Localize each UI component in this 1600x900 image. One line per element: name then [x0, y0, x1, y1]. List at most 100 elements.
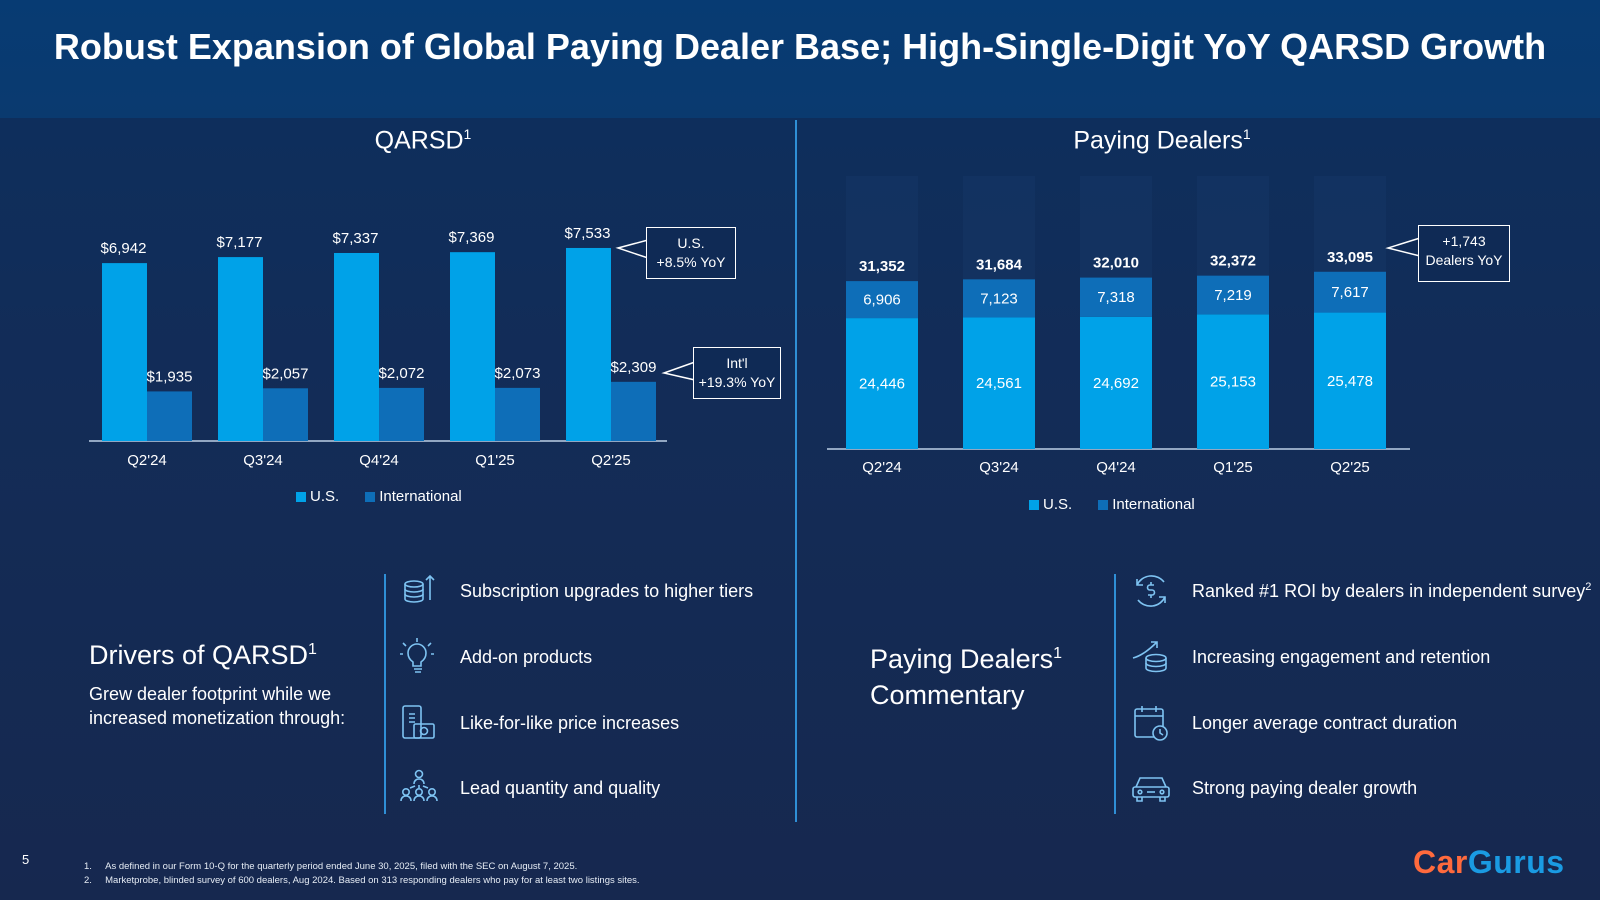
qarsd-chart-title: QARSD1: [0, 126, 846, 155]
driver-item: Like-for-like price increases: [398, 702, 679, 744]
dealers-callout-tail: [1385, 236, 1421, 257]
slide-title: Robust Expansion of Global Paying Dealer…: [53, 26, 1547, 67]
commentary-text: Increasing engagement and retention: [1192, 646, 1491, 667]
qarsd-label-international: $2,073: [495, 365, 541, 382]
qarsd-title-text: QARSD: [374, 126, 464, 155]
qarsd-label-us: $7,369: [449, 229, 495, 246]
qarsd-legend: U.S. International: [296, 488, 462, 505]
qarsd-label-international: $1,935: [147, 368, 193, 385]
legend-intl-label: International: [1112, 496, 1195, 513]
dealers-label-us: 24,692: [1093, 375, 1139, 392]
qarsd-label-us: $6,942: [101, 240, 147, 257]
lightbulb-icon: [400, 638, 434, 673]
qarsd-bar-us: [334, 252, 379, 441]
dealers-total-label: 33,095: [1327, 249, 1373, 266]
qarsd-tick-label: Q3'24: [243, 452, 283, 469]
commentary-text: Ranked #1 ROI by dealers in independent …: [1192, 581, 1591, 602]
dealers-total-label: 31,352: [859, 258, 905, 275]
drivers-heading: Drivers of QARSD1: [89, 632, 317, 673]
dealers-chart-title: Paying Dealers1: [952, 126, 1372, 155]
qarsd-label-us: $7,177: [217, 234, 263, 251]
car-icon: [1132, 777, 1170, 802]
cargurus-logo: CarGurus: [1413, 844, 1565, 881]
commentary-heading-line1: Paying Dealers: [870, 644, 1054, 674]
legend-us-swatch: [1029, 499, 1039, 510]
qarsd-label-us: $7,533: [565, 225, 611, 242]
qarsd-title-sup: 1: [463, 126, 472, 142]
driver-item: Lead quantity and quality: [398, 767, 660, 809]
dealers-callout-line2: Dealers YoY: [1425, 252, 1503, 268]
dealers-bar-us: [963, 317, 1035, 449]
center-divider: [795, 120, 797, 822]
commentary-text: Longer average contract duration: [1192, 712, 1458, 733]
calendar-clock-icon: [1134, 706, 1168, 741]
commentary-text: Strong paying dealer growth: [1192, 777, 1418, 798]
footnotes: 1. As defined in our Form 10-Q for the q…: [84, 860, 640, 888]
qarsd-us-callout-line2: +8.5% YoY: [656, 254, 726, 270]
drivers-heading-sup: 1: [308, 641, 317, 658]
qarsd-bar-us: [450, 252, 495, 441]
dealers-total-label: 32,010: [1093, 255, 1139, 272]
dealers-bar-us: [846, 318, 918, 449]
people-network-icon: [400, 769, 438, 802]
drivers-subtext-line1: Grew dealer footprint while we: [89, 684, 332, 704]
dealers-tick-label: Q1'25: [1213, 459, 1253, 476]
legend-us: U.S.: [296, 488, 339, 505]
driver-item: Subscription upgrades to higher tiers: [398, 570, 753, 612]
driver-text: Lead quantity and quality: [460, 777, 661, 798]
qarsd-intl-callout: Int'l +19.3% YoY: [693, 347, 781, 399]
dealers-tick-label: Q2'24: [862, 459, 902, 476]
legend-us-label: U.S.: [310, 488, 340, 505]
dealers-tick-label: Q2'25: [1330, 459, 1370, 476]
qarsd-intl-callout-line2: +19.3% YoY: [698, 374, 776, 390]
commentary-heading-line2: Commentary: [870, 680, 1025, 710]
qarsd-tick-label: Q2'25: [591, 452, 631, 469]
dealers-label-us: 24,446: [859, 376, 905, 393]
qarsd-bar-us: [218, 257, 263, 441]
qarsd-label-us: $7,337: [333, 230, 379, 247]
commentary-heading-sup: 1: [1053, 645, 1062, 662]
dealers-callout: +1,743 Dealers YoY: [1418, 225, 1510, 282]
qarsd-intl-callout-tail: [661, 360, 696, 381]
dealers-label-international: 7,219: [1214, 287, 1252, 304]
dealers-title-sup: 1: [1242, 126, 1251, 142]
dealers-title-text: Paying Dealers: [1073, 126, 1243, 155]
dealers-label-us: 25,153: [1210, 374, 1256, 391]
dealers-bar-us: [1197, 314, 1269, 449]
dealers-bar-international: [846, 281, 918, 319]
qarsd-us-callout-line1: U.S.: [677, 235, 705, 251]
driver-item: Add-on products: [398, 636, 592, 678]
commentary-divider: [1114, 574, 1116, 814]
driver-text: Like-for-like price increases: [460, 712, 680, 733]
legend-intl-swatch: [365, 491, 376, 502]
dealers-chart: 24,446 6,906 31,352 Q2'24 24,561 7,123 31,684 Q…: [827, 249, 1410, 476]
qarsd-bar-international: [611, 381, 656, 441]
dealers-bar-us: [1080, 316, 1152, 449]
commentary-item: Strong paying dealer growth: [1130, 767, 1417, 809]
legend-international: International: [1098, 496, 1195, 513]
qarsd-bar-international: [379, 387, 424, 441]
dealers-total-label: 31,684: [976, 256, 1023, 273]
qarsd-tick-label: Q1'25: [475, 452, 515, 469]
dealers-legend: U.S. International: [1029, 496, 1195, 513]
dealers-label-us: 25,478: [1327, 373, 1373, 390]
commentary-item: Increasing engagement and retention: [1130, 636, 1490, 678]
qarsd-us-callout-tail: [615, 239, 649, 260]
drivers-subtext: Grew dealer footprint while we increased …: [89, 682, 345, 730]
qarsd-tick-label: Q2'24: [127, 452, 167, 469]
qarsd-chart: $6,942 $1,935 Q2'24 $7,177 $2,057 Q3'24 $7,337…: [89, 225, 667, 469]
driver-text: Subscription upgrades to higher tiers: [460, 580, 754, 601]
charts-canvas: $6,942 $1,935 Q2'24 $7,177 $2,057 Q3'24 $7,337…: [89, 176, 1421, 476]
dealers-label-us: 24,561: [976, 375, 1022, 392]
qarsd-bar-us: [102, 263, 147, 441]
coin-stack-arrow-icon: [404, 574, 435, 603]
qarsd-bar-international: [147, 391, 192, 441]
qarsd-label-international: $2,072: [379, 365, 425, 382]
drivers-divider: [384, 574, 386, 814]
qarsd-bar-international: [263, 388, 308, 441]
legend-us-label: U.S.: [1043, 496, 1073, 513]
legend-international: International: [365, 488, 462, 505]
dollar-cycle-icon: [1136, 575, 1166, 607]
commentary-item: Longer average contract duration: [1130, 702, 1457, 744]
qarsd-us-callout: U.S. +8.5% YoY: [646, 227, 736, 279]
